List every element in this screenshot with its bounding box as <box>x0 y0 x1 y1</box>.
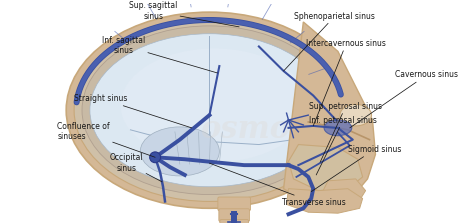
Polygon shape <box>289 145 363 191</box>
Polygon shape <box>320 179 365 204</box>
Text: Sup. petrosal sinus: Sup. petrosal sinus <box>309 102 382 162</box>
Text: Confluence of
sinuses: Confluence of sinuses <box>57 122 155 157</box>
Ellipse shape <box>140 127 219 176</box>
Text: Straight sinus: Straight sinus <box>74 94 191 128</box>
FancyBboxPatch shape <box>218 197 250 211</box>
Text: osmosis: osmosis <box>201 114 337 145</box>
Ellipse shape <box>324 120 352 136</box>
Circle shape <box>150 152 161 163</box>
Text: Inf. sagittal
sinus: Inf. sagittal sinus <box>102 36 218 73</box>
Text: Intercavernous sinus: Intercavernous sinus <box>306 39 386 126</box>
Text: Inf. petrosal sinus: Inf. petrosal sinus <box>309 116 377 175</box>
Text: Cavernous sinus: Cavernous sinus <box>350 70 458 128</box>
Text: Sphenoparietal sinus: Sphenoparietal sinus <box>283 12 375 71</box>
Polygon shape <box>283 22 375 203</box>
FancyBboxPatch shape <box>219 209 249 221</box>
Ellipse shape <box>74 19 345 201</box>
Ellipse shape <box>340 104 372 126</box>
Text: Sup. sagittal
sinus: Sup. sagittal sinus <box>129 2 239 27</box>
Ellipse shape <box>90 34 329 187</box>
Polygon shape <box>287 189 363 213</box>
Text: Internal jugular v.: Internal jugular v. <box>0 222 1 223</box>
Text: Occipital
sinus: Occipital sinus <box>109 153 162 182</box>
Ellipse shape <box>82 26 337 194</box>
Ellipse shape <box>120 48 308 162</box>
Text: Sigmoid sinus: Sigmoid sinus <box>311 145 401 192</box>
Ellipse shape <box>66 12 353 208</box>
Text: Transverse sinus: Transverse sinus <box>210 163 346 207</box>
FancyBboxPatch shape <box>220 220 248 223</box>
